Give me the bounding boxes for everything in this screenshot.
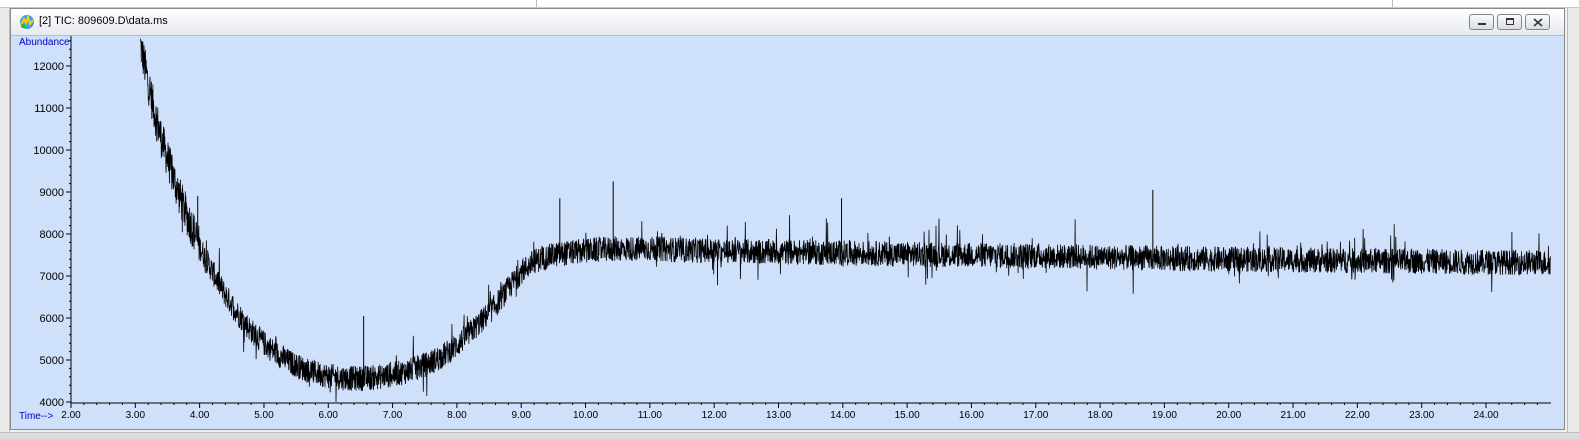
minimize-button[interactable]: [1469, 14, 1494, 30]
strip-divider: [1392, 0, 1393, 7]
y-axis: 4000 5000 6000 7000 8000 9000 10000 11000 12000: [33, 36, 72, 409]
x-tick-label: 22.00: [1345, 410, 1370, 421]
tic-trace: [140, 38, 1551, 403]
chromatogram-app-icon: [20, 14, 34, 29]
right-scrollbar[interactable]: [1567, 8, 1579, 433]
x-tick-label: 9.00: [511, 410, 531, 421]
x-tick-label: 5.00: [254, 410, 274, 421]
y-tick-label: 6000: [40, 313, 64, 325]
y-tick-label: 11000: [34, 103, 64, 115]
x-tick-label: 16.00: [959, 410, 984, 421]
x-tick-label: 2.00: [61, 410, 81, 421]
background-window-strip: [0, 0, 1579, 8]
x-tick-label: 23.00: [1409, 410, 1434, 421]
restore-icon: [1506, 18, 1514, 25]
minimize-icon: [1478, 23, 1486, 25]
x-tick-label: 12.00: [702, 410, 727, 421]
y-axis-label: Abundance: [19, 37, 70, 48]
x-tick-label: 14.00: [830, 410, 855, 421]
y-tick-label: 5000: [40, 355, 64, 367]
x-tick-label: 13.00: [766, 410, 791, 421]
x-tick-label: 7.00: [383, 410, 403, 421]
x-tick-label: 8.00: [447, 410, 467, 421]
x-tick-label: 18.00: [1088, 410, 1113, 421]
x-tick-label: 11.00: [638, 410, 663, 421]
x-tick-label: 10.00: [573, 410, 598, 421]
restore-button[interactable]: [1497, 14, 1522, 30]
close-button[interactable]: [1525, 14, 1550, 30]
y-tick-label: 10000: [33, 145, 64, 157]
x-axis: 2.00 3.00 4.00 5.00 6.00 7.00 8.00 9.00 10.00 11.…: [61, 402, 1551, 421]
bottom-panel-edge: [0, 432, 1579, 439]
y-tick-label: 4000: [40, 397, 64, 409]
window-titlebar[interactable]: [2] TIC: 809609.D\data.ms: [11, 9, 1564, 36]
x-tick-label: 15.00: [895, 410, 920, 421]
x-axis-label: Time-->: [19, 411, 54, 422]
x-tick-label: 24.00: [1473, 410, 1498, 421]
x-tick-label: 6.00: [319, 410, 339, 421]
x-tick-label: 3.00: [126, 410, 146, 421]
y-tick-label: 8000: [40, 229, 64, 241]
close-icon: [1533, 18, 1543, 27]
y-tick-label: 9000: [40, 187, 64, 199]
window-title: [2] TIC: 809609.D\data.ms: [39, 15, 168, 27]
tic-chart[interactable]: 400050006000700080009000100001100012000 …: [11, 36, 1564, 429]
x-tick-label: 20.00: [1216, 410, 1241, 421]
plot-area[interactable]: 4000 5000 6000 7000 8000 9000 10000 11000 12000 …: [11, 36, 1564, 429]
strip-divider: [536, 0, 537, 7]
chromatogram-window[interactable]: [2] TIC: 809609.D\data.ms 4000 5000 6000 70…: [10, 8, 1565, 430]
x-tick-label: 21.00: [1281, 410, 1306, 421]
y-tick-label: 12000: [33, 61, 64, 73]
x-tick-label: 19.00: [1152, 410, 1177, 421]
left-panel-edge: [0, 8, 10, 433]
x-tick-label: 4.00: [190, 410, 210, 421]
y-tick-label: 7000: [40, 271, 64, 283]
x-tick-label: 17.00: [1023, 410, 1048, 421]
